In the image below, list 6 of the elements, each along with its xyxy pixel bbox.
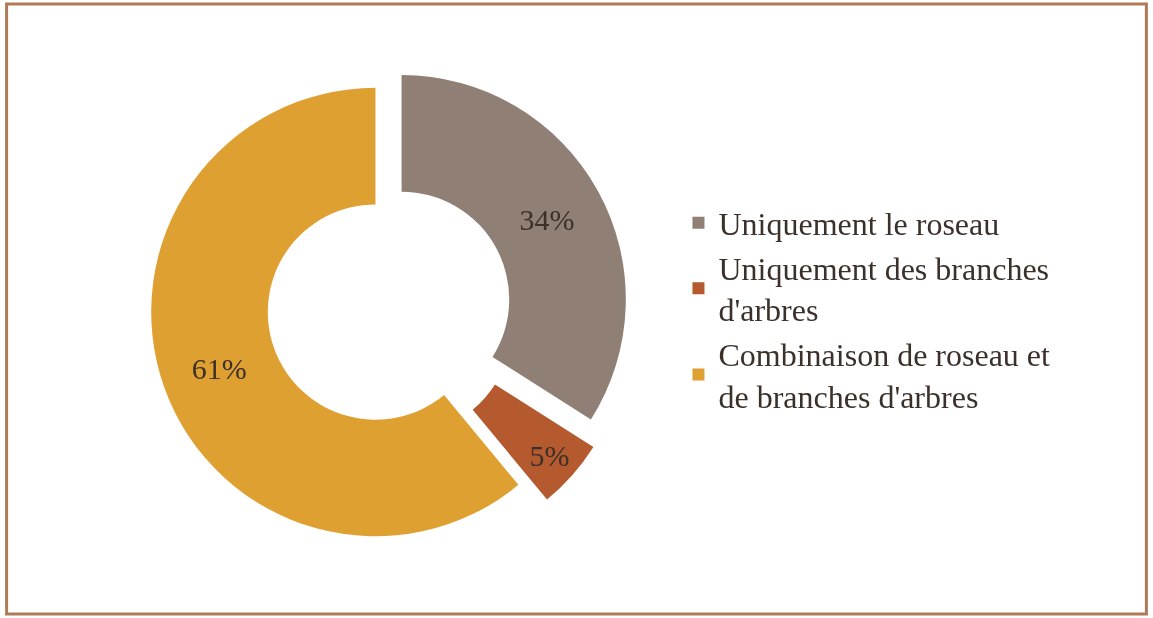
data-label: 34% bbox=[519, 202, 575, 236]
legend-label: Uniquement des branches d'arbres bbox=[718, 250, 1050, 329]
data-label: 61% bbox=[191, 351, 247, 385]
legend-label: Combinaison de roseau et de branches d'arbres bbox=[718, 337, 1051, 415]
data-label: 5% bbox=[529, 438, 570, 472]
legend-label: Uniquement le roseau bbox=[718, 206, 1000, 243]
